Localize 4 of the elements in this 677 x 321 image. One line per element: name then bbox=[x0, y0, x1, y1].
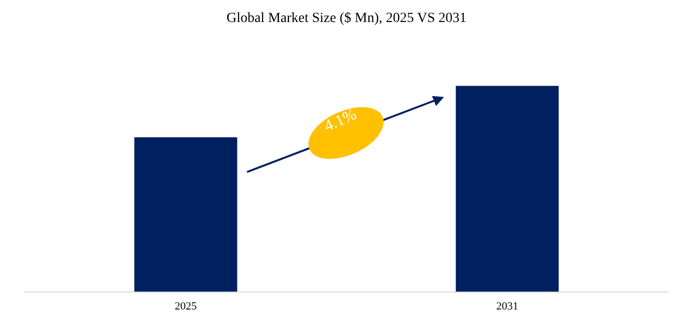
annotation: 4.1% bbox=[320, 105, 360, 138]
x-tick-label: 2025 bbox=[174, 300, 198, 312]
chart-title: Global Market Size ($ Mn), 2025 VS 2031 bbox=[226, 11, 467, 26]
x-tick-label: 2031 bbox=[496, 300, 518, 312]
